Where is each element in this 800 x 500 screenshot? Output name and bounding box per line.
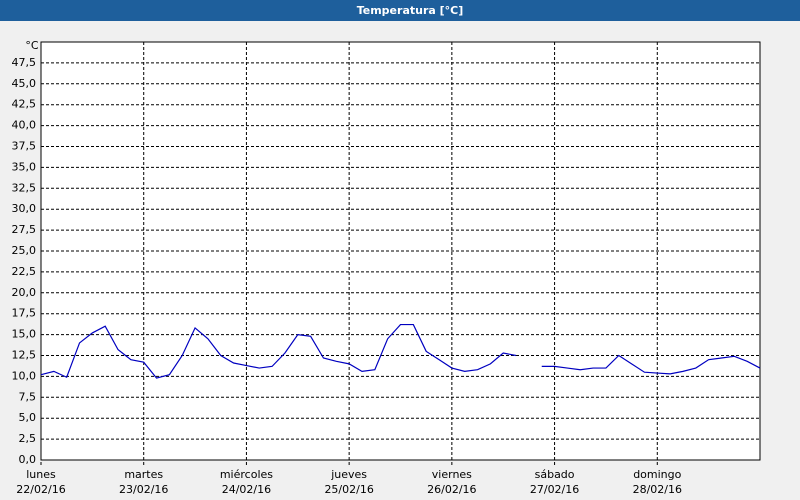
title-bar bbox=[0, 0, 800, 21]
y-tick-label: 32,5 bbox=[12, 181, 37, 194]
x-tick-label: miércoles bbox=[220, 468, 273, 481]
plot-area bbox=[41, 42, 760, 460]
x-tick-label: sábado bbox=[535, 468, 575, 481]
y-tick-label: 25,0 bbox=[12, 244, 37, 257]
y-tick-label: 2,5 bbox=[19, 432, 37, 445]
x-tick-label: lunes bbox=[26, 468, 56, 481]
x-tick-date: 28/02/16 bbox=[633, 483, 682, 496]
y-tick-label: 37,5 bbox=[12, 140, 37, 153]
y-axis-label: °C bbox=[25, 39, 39, 52]
data-line bbox=[40, 323, 761, 379]
y-tick-label: 5,0 bbox=[19, 411, 37, 424]
x-tick-label: viernes bbox=[432, 468, 472, 481]
x-tick-label: martes bbox=[124, 468, 163, 481]
y-tick-label: 22,5 bbox=[12, 265, 37, 278]
y-tick-label: 47,5 bbox=[12, 56, 37, 69]
y-tick-label: 45,0 bbox=[12, 77, 37, 90]
x-tick-date: 27/02/16 bbox=[530, 483, 579, 496]
y-tick-label: 40,0 bbox=[12, 119, 37, 132]
y-tick-label: 0,0 bbox=[19, 453, 37, 466]
y-tick-label: 12,5 bbox=[12, 349, 37, 362]
x-tick-date: 24/02/16 bbox=[222, 483, 271, 496]
chart-title: Temperatura [°C] bbox=[357, 4, 464, 17]
plot-border bbox=[40, 41, 761, 461]
y-tick-label: 30,0 bbox=[12, 202, 37, 215]
y-tick-label: 15,0 bbox=[12, 328, 37, 341]
y-tick-label: 10,0 bbox=[12, 369, 37, 382]
y-tick-label: 17,5 bbox=[12, 307, 37, 320]
x-tick-label: domingo bbox=[633, 468, 681, 481]
x-tick-date: 23/02/16 bbox=[119, 483, 168, 496]
y-tick-label: 7,5 bbox=[19, 390, 37, 403]
x-tick-date: 22/02/16 bbox=[16, 483, 65, 496]
x-tick-date: 26/02/16 bbox=[427, 483, 476, 496]
x-tick-date: 25/02/16 bbox=[324, 483, 373, 496]
x-tick-label: jueves bbox=[330, 468, 367, 481]
y-tick-label: 27,5 bbox=[12, 223, 37, 236]
y-tick-label: 20,0 bbox=[12, 286, 37, 299]
y-tick-label: 42,5 bbox=[12, 98, 37, 111]
y-tick-label: 35,0 bbox=[12, 160, 37, 173]
